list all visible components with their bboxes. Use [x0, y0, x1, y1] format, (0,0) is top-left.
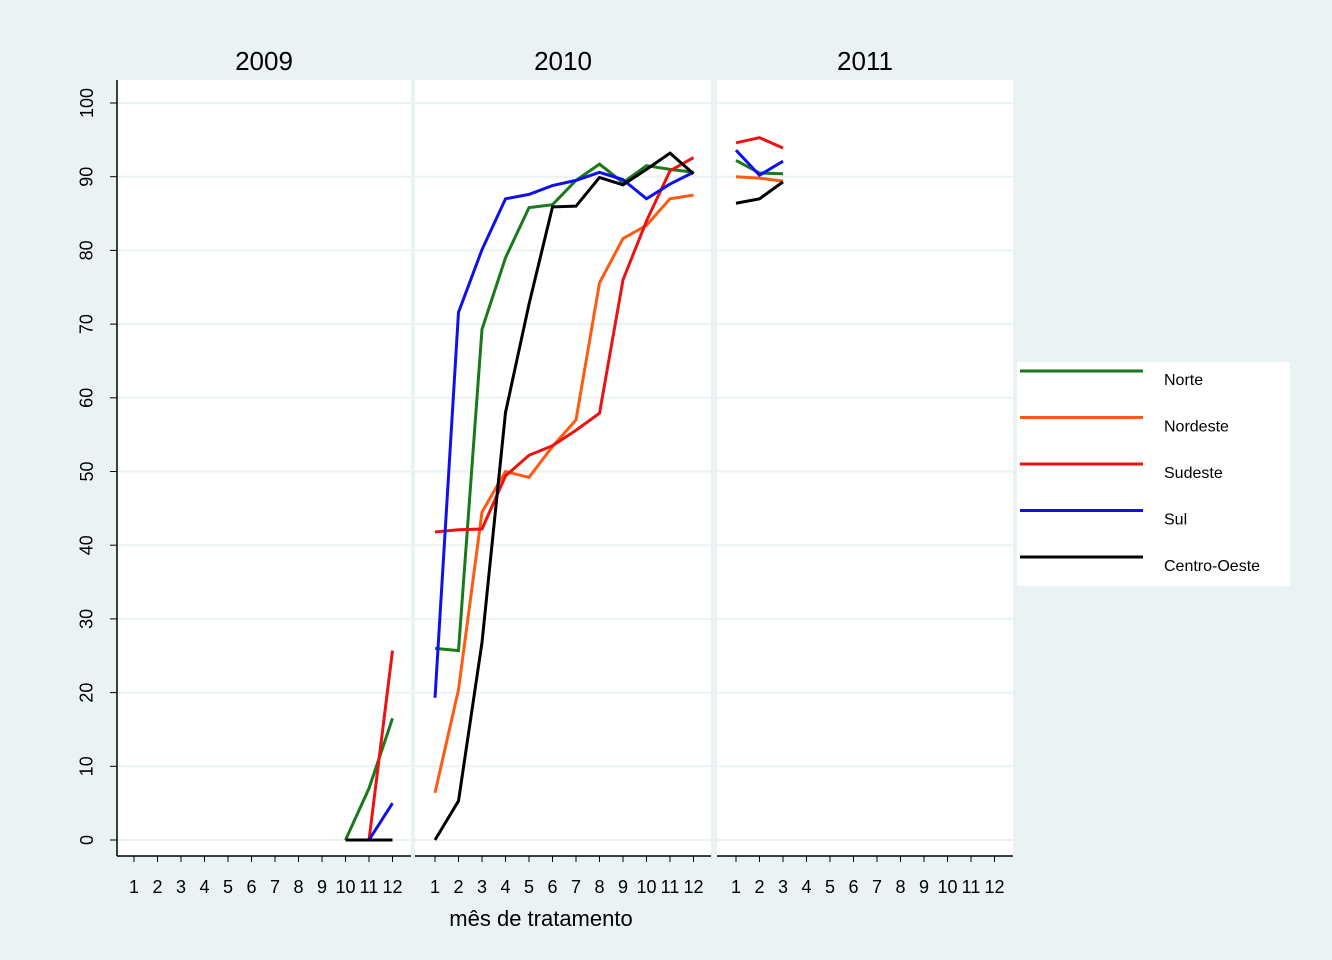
y-tick-label: 70	[77, 314, 97, 334]
x-tick-label: 12	[382, 877, 402, 897]
x-tick-label: 2	[152, 877, 162, 897]
panel-title: 2011	[837, 46, 893, 76]
series-line	[434, 156, 695, 534]
series-line	[344, 717, 394, 841]
series-line	[735, 175, 784, 183]
x-tick-label: 9	[618, 877, 628, 897]
x-tick-label: 12	[683, 877, 703, 897]
x-tick-label: 6	[848, 877, 858, 897]
legend-label: Sul	[1164, 512, 1187, 529]
series-line	[433, 170, 695, 698]
series-line	[367, 802, 394, 841]
x-tick-label: 8	[594, 877, 604, 897]
x-tick-label: 3	[477, 877, 487, 897]
y-tick-label: 80	[77, 240, 97, 260]
x-tick-label: 9	[317, 877, 327, 897]
x-tick-label: 6	[246, 877, 256, 897]
y-tick-label: 50	[77, 461, 97, 481]
y-tick-label: 40	[77, 535, 97, 555]
y-tick-label: 0	[77, 835, 97, 845]
x-tick-label: 3	[778, 877, 788, 897]
x-tick-label: 1	[430, 877, 440, 897]
x-tick-label: 7	[571, 877, 581, 897]
x-tick-label: 6	[547, 877, 557, 897]
x-tick-label: 8	[293, 877, 303, 897]
legend-label: Centro-Oeste	[1164, 558, 1260, 575]
legend-label: Sudeste	[1164, 465, 1223, 482]
x-tick-label: 4	[500, 877, 510, 897]
series-line	[735, 159, 784, 176]
panel	[415, 80, 711, 856]
panel	[717, 80, 1013, 856]
x-tick-label: 12	[984, 877, 1004, 897]
x-tick-label: 2	[754, 877, 764, 897]
x-tick-label: 1	[129, 877, 139, 897]
x-tick-label: 7	[270, 877, 280, 897]
series-line	[735, 180, 784, 205]
x-tick-label: 5	[524, 877, 534, 897]
x-tick-label: 9	[919, 877, 929, 897]
x-tick-label: 10	[937, 877, 957, 897]
x-tick-label: 10	[335, 877, 355, 897]
panel	[117, 80, 411, 856]
series-line	[734, 149, 784, 178]
y-tick-label: 100	[77, 88, 97, 118]
y-tick-label: 20	[77, 683, 97, 703]
series-line	[433, 151, 695, 841]
x-tick-label: 11	[661, 877, 680, 897]
panel-title: 2010	[534, 46, 592, 76]
x-tick-label: 5	[223, 877, 233, 897]
y-tick-label: 10	[77, 756, 97, 776]
x-tick-label: 11	[360, 877, 379, 897]
legend-label: Nordeste	[1164, 419, 1229, 436]
x-tick-label: 7	[872, 877, 882, 897]
y-tick-label: 90	[77, 167, 97, 187]
x-tick-label: 2	[453, 877, 463, 897]
x-tick-label: 1	[731, 877, 741, 897]
x-tick-label: 3	[176, 877, 186, 897]
y-tick-label: 60	[77, 388, 97, 408]
series-line	[433, 193, 694, 794]
x-tick-label: 8	[895, 877, 905, 897]
panel-title: 2009	[235, 46, 293, 76]
x-tick-label: 4	[199, 877, 209, 897]
y-tick-label: 30	[77, 609, 97, 629]
legend	[1017, 362, 1290, 586]
legend-label: Norte	[1164, 372, 1203, 389]
x-tick-label: 10	[636, 877, 656, 897]
x-tick-label: 5	[825, 877, 835, 897]
series-line	[735, 136, 784, 150]
x-tick-label: 4	[801, 877, 811, 897]
x-tick-label: 11	[962, 877, 981, 897]
x-axis-label: mês de tratamento	[449, 906, 632, 931]
